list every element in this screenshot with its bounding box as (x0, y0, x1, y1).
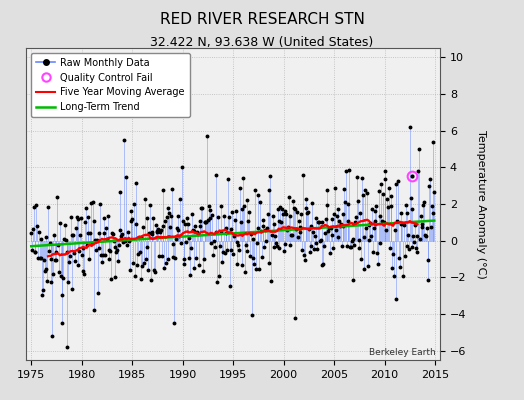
Text: 32.422 N, 93.638 W (United States): 32.422 N, 93.638 W (United States) (150, 36, 374, 49)
Legend: Raw Monthly Data, Quality Control Fail, Five Year Moving Average, Long-Term Tren: Raw Monthly Data, Quality Control Fail, … (31, 53, 190, 117)
Text: RED RIVER RESEARCH STN: RED RIVER RESEARCH STN (160, 12, 364, 27)
Text: Berkeley Earth: Berkeley Earth (369, 348, 436, 357)
Y-axis label: Temperature Anomaly (°C): Temperature Anomaly (°C) (476, 130, 486, 278)
